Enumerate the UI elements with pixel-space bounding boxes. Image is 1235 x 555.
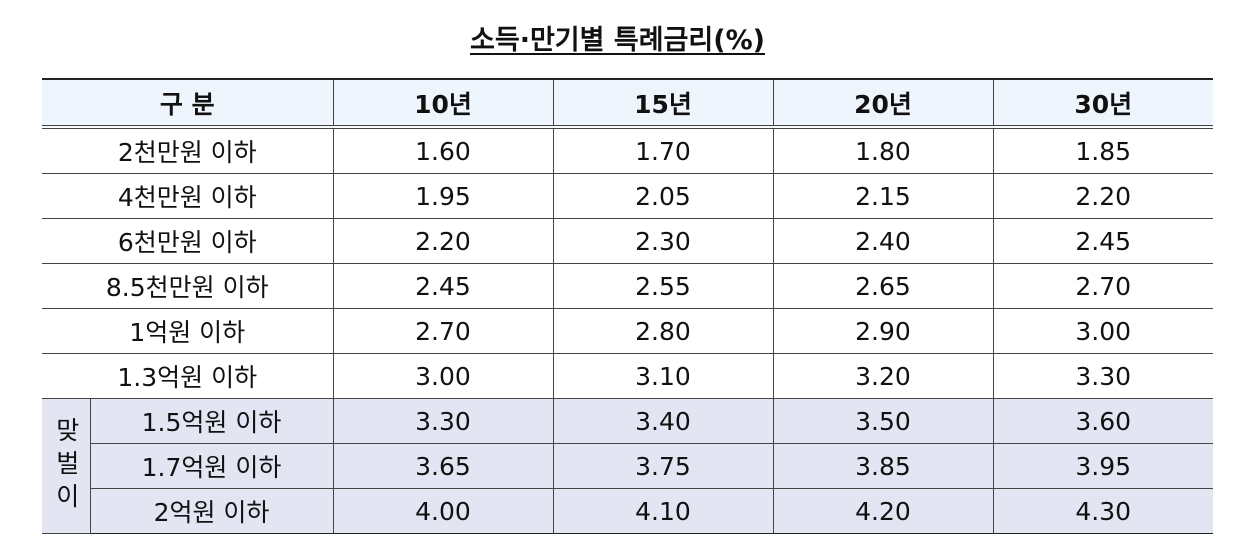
rate-cell: 2.90 <box>772 308 994 354</box>
column-header: 30년 <box>992 78 1213 129</box>
rate-cell: 2.15 <box>772 173 994 219</box>
table-body: 2천만원 이하 1.60 1.70 1.80 1.85 4천만원 이하 1.95 2.05 2.… <box>42 126 1213 534</box>
rate-cell: 3.20 <box>772 353 994 399</box>
rate-cell: 3.40 <box>552 398 774 444</box>
income-label: 1.5억원 이하 <box>89 398 334 444</box>
rate-cell: 3.85 <box>772 443 994 489</box>
rate-cell: 1.60 <box>332 126 554 174</box>
table-row: 8.5천만원 이하 2.45 2.55 2.65 2.70 <box>42 263 1213 309</box>
rate-cell: 3.30 <box>992 353 1213 399</box>
rate-cell: 2.20 <box>332 218 554 264</box>
rate-cell: 4.30 <box>992 488 1213 534</box>
income-label: 2천만원 이하 <box>42 126 334 174</box>
rate-cell: 2.70 <box>992 263 1213 309</box>
column-header: 10년 <box>332 78 554 129</box>
income-label: 6천만원 이하 <box>42 218 334 264</box>
rate-cell: 3.50 <box>772 398 994 444</box>
group-label: 맞벌이 <box>42 398 91 534</box>
title: 소득·만기별 특례금리(%) <box>470 25 765 56</box>
rate-cell: 4.20 <box>772 488 994 534</box>
rate-cell: 3.10 <box>552 353 774 399</box>
rate-cell: 2.65 <box>772 263 994 309</box>
rate-cell: 3.60 <box>992 398 1213 444</box>
rate-cell: 2.40 <box>772 218 994 264</box>
couple-row: 맞벌이 1.5억원 이하 3.30 3.40 3.50 3.60 <box>42 398 1213 534</box>
rate-cell: 3.30 <box>332 398 554 444</box>
income-label: 1.7억원 이하 <box>90 443 334 489</box>
rate-cell: 3.00 <box>992 308 1213 354</box>
rate-cell: 4.10 <box>552 488 774 534</box>
rate-cell: 3.65 <box>332 443 554 489</box>
rate-cell: 1.95 <box>332 173 554 219</box>
column-header: 15년 <box>552 78 774 129</box>
table-row: 1.3억원 이하 3.00 3.10 3.20 3.30 <box>42 353 1213 399</box>
rate-cell: 1.70 <box>552 126 774 174</box>
income-label: 1.3억원 이하 <box>42 353 334 399</box>
rate-table: 구 분 10년 15년 20년 30년 2천만원 이하 1.60 1.70 1.80 1.85 4… <box>42 78 1213 534</box>
column-header: 20년 <box>772 78 994 129</box>
table-row: 4천만원 이하 1.95 2.05 2.15 2.20 <box>42 173 1213 219</box>
income-label: 4천만원 이하 <box>42 173 334 219</box>
rate-cell: 3.75 <box>552 443 774 489</box>
rate-cell: 3.95 <box>992 443 1213 489</box>
table-row: 2천만원 이하 1.60 1.70 1.80 1.85 <box>42 126 1213 174</box>
rate-cell: 4.00 <box>332 488 554 534</box>
income-label: 2억원 이하 <box>90 488 334 534</box>
row-header-label: 구 분 <box>42 78 334 129</box>
rate-cell: 2.05 <box>552 173 774 219</box>
rate-cell: 2.45 <box>332 263 554 309</box>
couple-row: 2억원 이하 4.00 4.10 4.20 4.30 <box>42 488 1213 534</box>
rate-cell: 2.30 <box>552 218 774 264</box>
rate-cell: 2.55 <box>552 263 774 309</box>
income-label: 8.5천만원 이하 <box>42 263 334 309</box>
rate-cell: 2.70 <box>332 308 554 354</box>
rate-cell: 2.80 <box>552 308 774 354</box>
income-label: 1억원 이하 <box>42 308 334 354</box>
table-row: 1억원 이하 2.70 2.80 2.90 3.00 <box>42 308 1213 354</box>
rate-cell: 1.85 <box>992 126 1213 174</box>
rate-cell: 2.45 <box>992 218 1213 264</box>
rate-cell: 3.00 <box>332 353 554 399</box>
header-row: 구 분 10년 15년 20년 30년 <box>42 78 1213 129</box>
couple-row: 1.7억원 이하 3.65 3.75 3.85 3.95 <box>42 443 1213 489</box>
table-row: 6천만원 이하 2.20 2.30 2.40 2.45 <box>42 218 1213 264</box>
rate-cell: 1.80 <box>772 126 994 174</box>
rate-cell: 2.20 <box>992 173 1213 219</box>
